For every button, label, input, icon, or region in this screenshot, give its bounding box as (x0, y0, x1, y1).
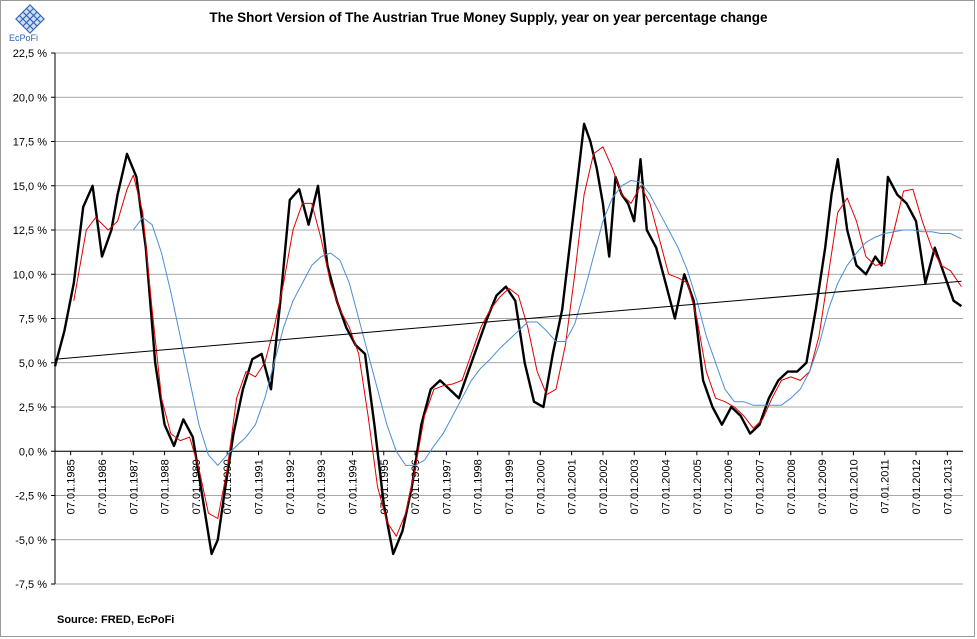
y-tick-label: 22,5 % (13, 48, 47, 60)
chart-title: The Short Version of The Austrian True M… (209, 10, 768, 25)
x-tick-label: 07.01.2008 (786, 459, 798, 514)
x-tick-label: 07.01.1985 (66, 459, 78, 514)
x-tick-label: 07.01.2003 (629, 459, 641, 514)
x-tick-label: 07.01.2006 (723, 459, 735, 514)
y-tick-label: 12,5 % (13, 225, 47, 237)
y-tick-label: 0,0 % (19, 446, 47, 458)
x-tick-label: 07.01.2007 (754, 459, 766, 514)
y-tick-label: 15,0 % (13, 181, 47, 193)
y-tick-label: -5,0 % (15, 535, 47, 547)
series-line-black (53, 122, 963, 556)
x-tick-label: 07.01.1998 (473, 459, 485, 514)
x-tick-label: 07.01.1990 (222, 459, 234, 514)
y-tick-label: 20,0 % (13, 92, 47, 104)
ecpofi-logo (12, 4, 48, 48)
x-tick-label: 07.01.1995 (379, 459, 391, 514)
series-line-blue (132, 179, 962, 466)
series-group (53, 122, 963, 556)
x-tick-label: 07.01.2000 (535, 459, 547, 514)
series-line-red (73, 146, 962, 537)
x-tick-label: 07.01.2001 (567, 459, 579, 514)
logo-text: EcPoFi (9, 33, 39, 43)
x-tick-label: 07.01.2012 (911, 459, 923, 514)
y-tick-label: 17,5 % (13, 137, 47, 149)
x-tick-label: 07.01.2009 (817, 459, 829, 514)
y-tick-label: 10,0 % (13, 269, 47, 281)
x-tick-label: 07.01.2004 (661, 459, 673, 514)
x-tick-label: 07.01.1994 (347, 459, 359, 514)
x-tick-label: 07.01.1986 (97, 459, 109, 514)
x-tick-label: 07.01.1992 (285, 459, 297, 514)
y-tick-label: 2,5 % (19, 402, 47, 414)
x-tick-label: 07.01.2002 (598, 459, 610, 514)
y-tick-label: -2,5 % (15, 491, 47, 503)
x-tick-label: 07.01.1988 (160, 459, 172, 514)
y-tick-labels: 22,5 % 20,0 % 17,5 % 15,0 % 12,5 % 10,0 % 7,5 … (13, 48, 47, 591)
diamond-grid-logo-icon (15, 4, 45, 34)
x-tick-label: 07.01.2005 (692, 459, 704, 514)
x-tick-label: 07.01.2010 (848, 459, 860, 514)
y-tick-label: 5,0 % (19, 358, 47, 370)
y-tick-label: -7,5 % (15, 579, 47, 591)
x-tick-label: 07.01.1993 (316, 459, 328, 514)
y-tick-label: 7,5 % (19, 314, 47, 326)
x-tick-label: 07.01.2011 (880, 459, 892, 513)
trend-line (54, 280, 962, 360)
x-tick-label: 07.01.2013 (942, 459, 954, 514)
x-tick-label: 07.01.1991 (254, 459, 266, 514)
source-note: Source: FRED, EcPoFi (57, 614, 175, 626)
x-tick-label: 07.01.1997 (441, 459, 453, 514)
axes (51, 52, 963, 585)
x-tick-label: 07.01.1999 (504, 459, 516, 514)
x-tick-label: 07.01.1987 (128, 459, 140, 514)
